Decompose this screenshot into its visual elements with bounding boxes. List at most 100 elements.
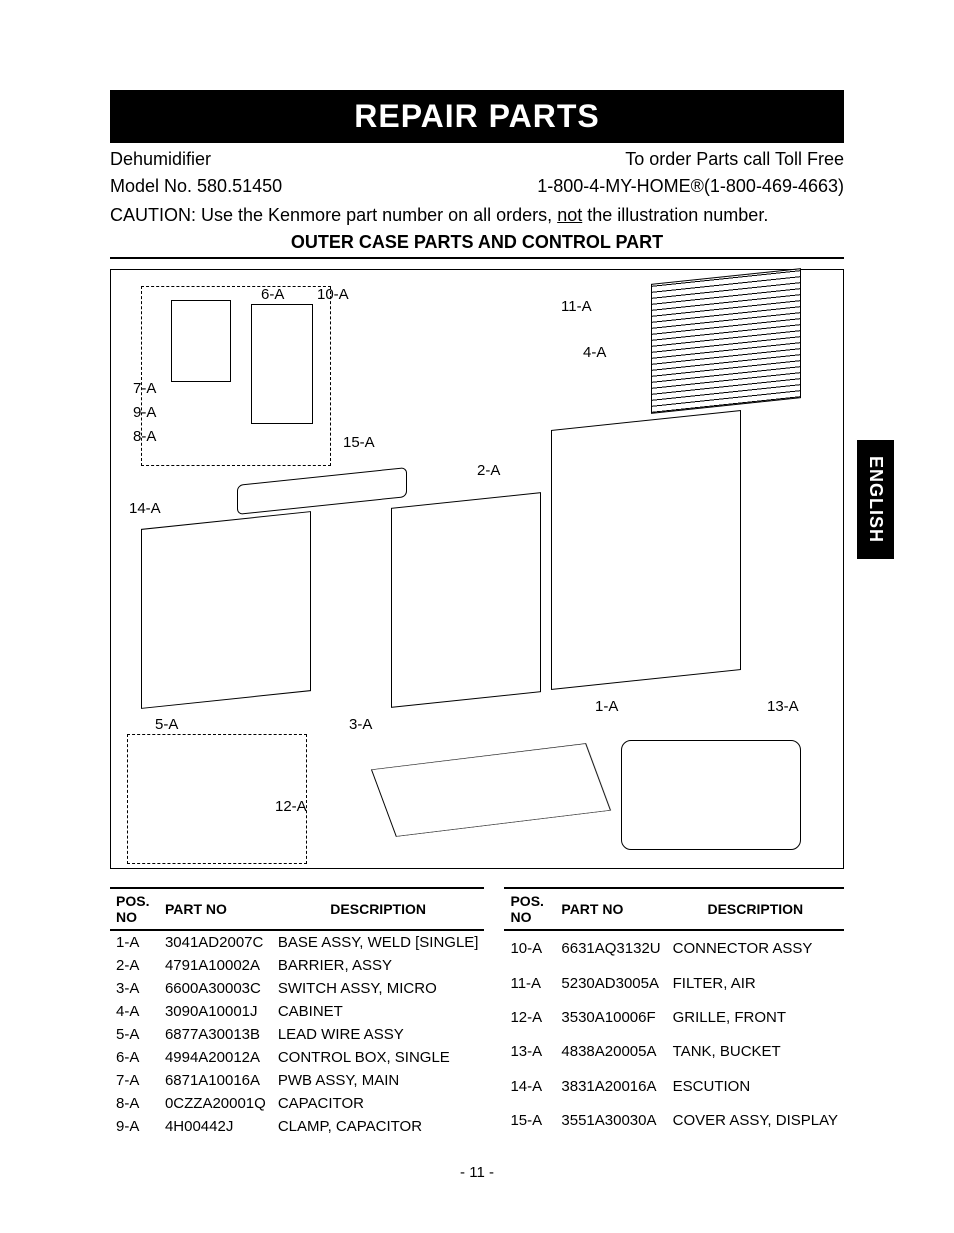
phone-line: 1-800-4-MY-HOME®(1-800-469-4663)	[537, 176, 844, 197]
table-header-row: POS. NO PART NO DESCRIPTION	[504, 888, 844, 930]
col-part: PART NO	[159, 888, 272, 930]
cell-desc: BARRIER, ASSY	[272, 954, 485, 977]
table-row: 13-A4838A20005ATANK, BUCKET	[504, 1035, 844, 1069]
col-part: PART NO	[555, 888, 666, 930]
diagram-filter	[651, 268, 801, 414]
cell-part: 6600A30003C	[159, 977, 272, 1000]
cell-desc: GRILLE, FRONT	[667, 1000, 844, 1034]
cell-part: 3530A10006F	[555, 1000, 666, 1034]
table-row: 5-A6877A30013BLEAD WIRE ASSY	[110, 1023, 484, 1046]
diagram-cabinet	[551, 410, 741, 690]
cell-pos: 8-A	[110, 1092, 159, 1115]
page: REPAIR PARTS Dehumidifier To order Parts…	[0, 0, 954, 1221]
cell-desc: ESCUTION	[667, 1069, 844, 1103]
cell-desc: BASE ASSY, WELD [SINGLE]	[272, 930, 485, 954]
cell-desc: SWITCH ASSY, MICRO	[272, 977, 485, 1000]
diagram-escution	[237, 467, 407, 515]
diagram-front-grille	[141, 511, 311, 709]
table-row: 2-A4791A10002ABARRIER, ASSY	[110, 954, 484, 977]
order-line: To order Parts call Toll Free	[625, 149, 844, 170]
table-row: 3-A6600A30003CSWITCH ASSY, MICRO	[110, 977, 484, 1000]
cell-pos: 13-A	[504, 1035, 555, 1069]
cell-pos: 6-A	[110, 1046, 159, 1069]
meta-row-2: Model No. 580.51450 1-800-4-MY-HOME®(1-8…	[110, 176, 844, 197]
diagram-callout: 4-A	[583, 344, 606, 361]
parts-table-right: POS. NO PART NO DESCRIPTION 10-A6631AQ31…	[504, 887, 844, 1138]
cell-part: 4H00442J	[159, 1115, 272, 1138]
diagram-base	[371, 743, 611, 837]
cell-desc: CONTROL BOX, SINGLE	[272, 1046, 485, 1069]
table-row: 7-A6871A10016APWB ASSY, MAIN	[110, 1069, 484, 1092]
cell-pos: 10-A	[504, 930, 555, 966]
cell-pos: 15-A	[504, 1104, 555, 1138]
diagram-callout: 3-A	[349, 716, 372, 733]
cell-pos: 12-A	[504, 1000, 555, 1034]
cell-part: 6631AQ3132U	[555, 930, 666, 966]
section-title: OUTER CASE PARTS AND CONTROL PART	[110, 232, 844, 259]
col-desc: DESCRIPTION	[272, 888, 485, 930]
diagram-callout: 8-A	[133, 428, 156, 445]
section-title-text: OUTER CASE PARTS AND CONTROL PART	[291, 232, 663, 252]
caution-prefix: CAUTION: Use the Kenmore part number on …	[110, 205, 557, 225]
table-row: 15-A3551A30030ACOVER ASSY, DISPLAY	[504, 1104, 844, 1138]
cell-pos: 14-A	[504, 1069, 555, 1103]
cell-desc: FILTER, AIR	[667, 966, 844, 1000]
cell-pos: 7-A	[110, 1069, 159, 1092]
diagram-callout: 10-A	[317, 286, 349, 303]
cell-pos: 5-A	[110, 1023, 159, 1046]
page-number: - 11 -	[110, 1164, 844, 1181]
cell-desc: LEAD WIRE ASSY	[272, 1023, 485, 1046]
diagram-callout: 14-A	[129, 500, 161, 517]
diagram-tank	[621, 740, 801, 850]
table-row: 1-A3041AD2007CBASE ASSY, WELD [SINGLE]	[110, 930, 484, 954]
table-header-row: POS. NO PART NO DESCRIPTION	[110, 888, 484, 930]
cell-part: 6877A30013B	[159, 1023, 272, 1046]
model-number: Model No. 580.51450	[110, 176, 282, 197]
diagram-callout: 5-A	[155, 716, 178, 733]
caution-line: CAUTION: Use the Kenmore part number on …	[110, 205, 844, 226]
diagram-pcb	[171, 300, 231, 382]
diagram-callout: 7-A	[133, 380, 156, 397]
title-text: REPAIR PARTS	[354, 98, 600, 134]
page-number-text: - 11 -	[460, 1164, 494, 1181]
diagram-callout: 6-A	[261, 286, 284, 303]
col-desc: DESCRIPTION	[667, 888, 844, 930]
table-row: 6-A4994A20012ACONTROL BOX, SINGLE	[110, 1046, 484, 1069]
cell-desc: CONNECTOR ASSY	[667, 930, 844, 966]
cell-part: 0CZZA20001Q	[159, 1092, 272, 1115]
cell-part: 6871A10016A	[159, 1069, 272, 1092]
table-row: 12-A3530A10006FGRILLE, FRONT	[504, 1000, 844, 1034]
cell-desc: PWB ASSY, MAIN	[272, 1069, 485, 1092]
diagram-callout: 12-A	[275, 798, 307, 815]
diagram-barrier	[391, 492, 541, 708]
cell-pos: 1-A	[110, 930, 159, 954]
table-row: 4-A3090A10001JCABINET	[110, 1000, 484, 1023]
diagram-callout: 2-A	[477, 462, 500, 479]
cell-part: 3551A30030A	[555, 1104, 666, 1138]
cell-part: 3090A10001J	[159, 1000, 272, 1023]
cell-pos: 3-A	[110, 977, 159, 1000]
cell-part: 3831A20016A	[555, 1069, 666, 1103]
language-tab-text: ENGLISH	[866, 456, 886, 543]
table-row: 9-A4H00442JCLAMP, CAPACITOR	[110, 1115, 484, 1138]
language-tab: ENGLISH	[857, 440, 894, 559]
diagram-callout: 11-A	[561, 298, 592, 315]
diagram-callout: 13-A	[767, 698, 799, 715]
table-row: 14-A3831A20016AESCUTION	[504, 1069, 844, 1103]
cell-part: 3041AD2007C	[159, 930, 272, 954]
cell-desc: CLAMP, CAPACITOR	[272, 1115, 485, 1138]
caution-not: not	[557, 205, 582, 225]
meta-row-1: Dehumidifier To order Parts call Toll Fr…	[110, 149, 844, 170]
cell-pos: 9-A	[110, 1115, 159, 1138]
table-row: 10-A6631AQ3132UCONNECTOR ASSY	[504, 930, 844, 966]
cell-pos: 4-A	[110, 1000, 159, 1023]
parts-tables: POS. NO PART NO DESCRIPTION 1-A3041AD200…	[110, 887, 844, 1138]
table-row: 11-A5230AD3005AFILTER, AIR	[504, 966, 844, 1000]
col-pos: POS. NO	[110, 888, 159, 930]
cell-part: 4838A20005A	[555, 1035, 666, 1069]
cell-desc: CAPACITOR	[272, 1092, 485, 1115]
diagram-callout: 1-A	[595, 698, 618, 715]
cell-part: 4791A10002A	[159, 954, 272, 977]
caution-suffix: the illustration number.	[582, 205, 768, 225]
diagram-callout: 15-A	[343, 434, 375, 451]
